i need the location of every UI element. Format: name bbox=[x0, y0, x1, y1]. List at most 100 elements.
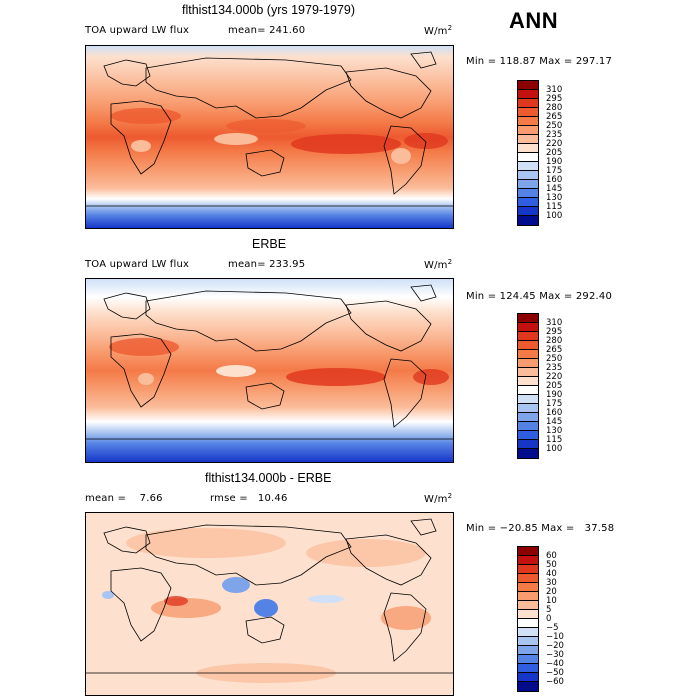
colorbar-tick-label: 10 bbox=[546, 596, 557, 606]
colorbar-segment bbox=[518, 637, 538, 646]
map-plot bbox=[86, 279, 453, 462]
colorbar-tick-label: 130 bbox=[546, 193, 563, 203]
colorbar-tick-label: 205 bbox=[546, 148, 563, 158]
colorbar-tick-label: −60 bbox=[546, 677, 564, 687]
colorbar-tick-label: 190 bbox=[546, 157, 563, 167]
colorbar-segment bbox=[518, 180, 538, 189]
colorbar-segment bbox=[518, 449, 538, 458]
min-max-label: Min = 124.45 Max = 292.40 bbox=[466, 291, 613, 302]
colorbar-tick-label: 40 bbox=[546, 569, 557, 579]
rmse-label: rmse = 10.46 bbox=[210, 493, 288, 504]
colorbar-tick-label: 295 bbox=[546, 327, 563, 337]
panel-title: ERBE bbox=[252, 237, 287, 251]
min-max-label: Min = 118.87 Max = 297.17 bbox=[466, 56, 613, 67]
colorbar-tick-label: 60 bbox=[546, 551, 557, 561]
colorbar bbox=[517, 80, 539, 226]
colorbar-segment bbox=[518, 655, 538, 664]
units-label: W/m2 bbox=[424, 492, 453, 505]
colorbar-tick-label: 250 bbox=[546, 354, 563, 364]
mean-label: mean= 233.95 bbox=[228, 259, 306, 270]
colorbar-segment bbox=[518, 108, 538, 117]
colorbar-tick-label: 220 bbox=[546, 139, 563, 149]
colorbar-tick-label: 265 bbox=[546, 112, 563, 122]
colorbar-tick-label: 145 bbox=[546, 184, 563, 194]
colorbar-tick-label: 5 bbox=[546, 605, 552, 615]
units-label: W/m2 bbox=[424, 258, 453, 271]
colorbar-tick-label: 100 bbox=[546, 444, 563, 454]
colorbar-segment bbox=[518, 368, 538, 377]
colorbar-segment bbox=[518, 135, 538, 144]
colorbar-tick-label: 190 bbox=[546, 390, 563, 400]
colorbar-segment bbox=[518, 565, 538, 574]
colorbar-segment bbox=[518, 664, 538, 673]
min-max-label: Min = −20.85 Max = 37.58 bbox=[466, 523, 615, 534]
colorbar-segment bbox=[518, 323, 538, 332]
colorbar-segment bbox=[518, 117, 538, 126]
colorbar-segment bbox=[518, 189, 538, 198]
colorbar-segment bbox=[518, 377, 538, 386]
mean-label: mean = 7.66 bbox=[85, 493, 163, 504]
colorbar-segment bbox=[518, 162, 538, 171]
colorbar-tick-label: 115 bbox=[546, 202, 563, 212]
colorbar-segment bbox=[518, 216, 538, 225]
colorbar-tick-label: 50 bbox=[546, 560, 557, 570]
panel-title: flthist134.000b (yrs 1979-1979) bbox=[182, 3, 356, 17]
colorbar-segment bbox=[518, 628, 538, 637]
colorbar-tick-label: 30 bbox=[546, 578, 557, 588]
colorbar-segment bbox=[518, 207, 538, 216]
colorbar-segment bbox=[518, 314, 538, 323]
colorbar-segment bbox=[518, 610, 538, 619]
colorbar-tick-label: 250 bbox=[546, 121, 563, 131]
colorbar-tick-label: 175 bbox=[546, 166, 563, 176]
colorbar-tick-label: 20 bbox=[546, 587, 557, 597]
map-difference bbox=[85, 512, 454, 696]
colorbar-tick-label: 160 bbox=[546, 408, 563, 418]
units-label: W/m2 bbox=[424, 24, 453, 37]
colorbar-segment bbox=[518, 682, 538, 691]
colorbar-segment bbox=[518, 341, 538, 350]
mean-label: mean= 241.60 bbox=[228, 25, 306, 36]
colorbar-segment bbox=[518, 431, 538, 440]
colorbar-tick-label: 0 bbox=[546, 614, 552, 624]
colorbar-tick-label: 115 bbox=[546, 435, 563, 445]
colorbar-segment bbox=[518, 171, 538, 180]
season-label: ANN bbox=[509, 8, 559, 33]
colorbar-segment bbox=[518, 646, 538, 655]
colorbar-segment bbox=[518, 126, 538, 135]
colorbar-segment bbox=[518, 440, 538, 449]
colorbar-tick-label: 310 bbox=[546, 85, 563, 95]
colorbar-tick-label: 265 bbox=[546, 345, 563, 355]
colorbar-tick-label: 205 bbox=[546, 381, 563, 391]
colorbar-segment bbox=[518, 601, 538, 610]
colorbar-tick-label: 100 bbox=[546, 211, 563, 221]
variable-label: TOA upward LW flux bbox=[85, 259, 190, 270]
map-plot bbox=[86, 513, 453, 695]
colorbar-tick-label: 145 bbox=[546, 417, 563, 427]
colorbar bbox=[517, 546, 539, 692]
colorbar-tick-label: 310 bbox=[546, 318, 563, 328]
colorbar-segment bbox=[518, 404, 538, 413]
colorbar-segment bbox=[518, 395, 538, 404]
colorbar-segment bbox=[518, 413, 538, 422]
colorbar-tick-label: 280 bbox=[546, 103, 563, 113]
map-erbe bbox=[85, 278, 454, 463]
colorbar-segment bbox=[518, 592, 538, 601]
colorbar-segment bbox=[518, 556, 538, 565]
variable-label: TOA upward LW flux bbox=[85, 25, 190, 36]
colorbar-tick-label: −30 bbox=[546, 650, 564, 660]
colorbar-segment bbox=[518, 574, 538, 583]
colorbar-segment bbox=[518, 359, 538, 368]
map-plot bbox=[86, 46, 453, 228]
colorbar-tick-label: 235 bbox=[546, 130, 563, 140]
colorbar-segment bbox=[518, 547, 538, 556]
colorbar bbox=[517, 313, 539, 459]
colorbar-tick-label: 175 bbox=[546, 399, 563, 409]
colorbar-segment bbox=[518, 144, 538, 153]
colorbar-segment bbox=[518, 198, 538, 207]
colorbar-tick-label: 160 bbox=[546, 175, 563, 185]
colorbar-segment bbox=[518, 332, 538, 341]
colorbar-segment bbox=[518, 673, 538, 682]
colorbar-tick-label: −40 bbox=[546, 659, 564, 669]
colorbar-tick-label: −50 bbox=[546, 668, 564, 678]
panel-title: flthist134.000b - ERBE bbox=[205, 471, 332, 485]
